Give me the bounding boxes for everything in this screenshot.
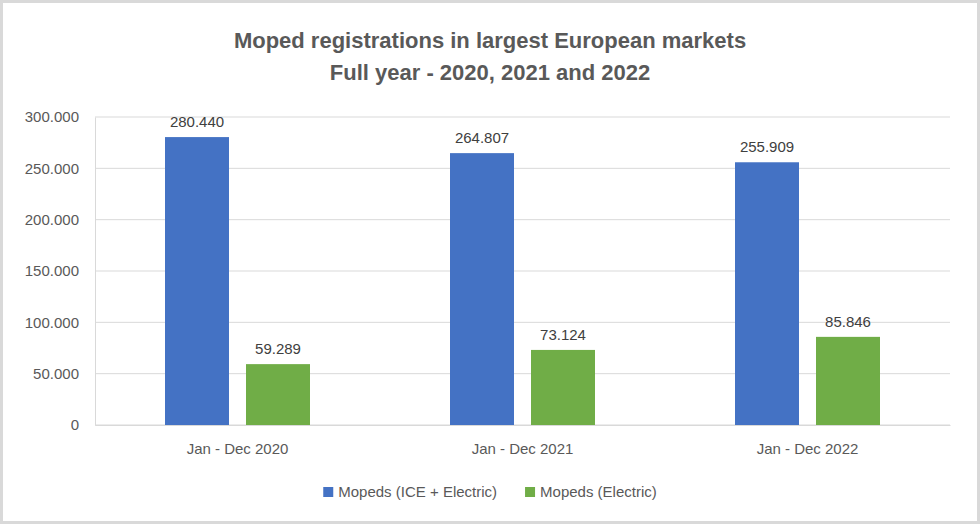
legend-label: Mopeds (Electric) <box>540 483 657 500</box>
data-labels: 280.440 264.807 255.909 59.289 73.124 85.846 <box>170 113 871 357</box>
data-label: 264.807 <box>455 129 509 146</box>
y-tick-label: 300.000 <box>25 108 79 125</box>
y-tick: 50.000 <box>33 365 95 382</box>
y-tick-label: 250.000 <box>25 160 79 177</box>
x-axis-line <box>96 425 951 426</box>
legend-item: Mopeds (Electric) <box>525 483 657 500</box>
bar <box>531 350 595 425</box>
y-axis: 0 50.000 100.000 150.000 200.000 250.000 300.0… <box>25 108 96 433</box>
x-tick-label: Jan - Dec 2022 <box>757 440 859 457</box>
y-tick-label: 100.000 <box>25 314 79 331</box>
y-tick-label: 200.000 <box>25 211 79 228</box>
y-tick: 100.000 <box>25 314 95 331</box>
y-tick-label: 150.000 <box>25 262 79 279</box>
x-tick-label: Jan - Dec 2021 <box>472 440 574 457</box>
bar <box>816 337 880 425</box>
bar <box>165 137 229 425</box>
chart: Moped registrations in largest European … <box>0 0 980 524</box>
grid <box>95 117 950 425</box>
legend-item: Mopeds (ICE + Electric) <box>323 483 497 500</box>
legend-swatch <box>525 487 535 497</box>
data-label: 73.124 <box>540 326 586 343</box>
title: Moped registrations in largest European … <box>234 28 746 53</box>
bars <box>165 137 880 425</box>
bar <box>450 153 514 425</box>
bar <box>246 364 310 425</box>
legend-label: Mopeds (ICE + Electric) <box>338 483 497 500</box>
y-axis-line <box>95 118 96 426</box>
x-axis: Jan - Dec 2020 Jan - Dec 2021 Jan - Dec 20… <box>96 425 951 457</box>
subtitle: Full year - 2020, 2021 and 2022 <box>330 60 650 85</box>
y-tick: 200.000 <box>25 211 95 228</box>
y-tick: 150.000 <box>25 262 95 279</box>
data-label: 255.909 <box>740 138 794 155</box>
y-tick: 0 <box>71 416 95 433</box>
y-tick: 250.000 <box>25 160 95 177</box>
data-label: 280.440 <box>170 113 224 130</box>
legend: Mopeds (ICE + Electric) Mopeds (Electric) <box>323 483 657 500</box>
x-tick-label: Jan - Dec 2020 <box>187 440 289 457</box>
bar <box>735 162 799 425</box>
chart-frame <box>2 2 979 523</box>
y-tick-label: 50.000 <box>33 365 79 382</box>
x-tick: Jan - Dec 2021 <box>472 425 574 457</box>
x-tick: Jan - Dec 2022 <box>757 425 859 457</box>
data-label: 85.846 <box>825 313 871 330</box>
legend-swatch <box>323 487 333 497</box>
y-tick-label: 0 <box>71 416 79 433</box>
data-label: 59.289 <box>255 340 301 357</box>
x-tick: Jan - Dec 2020 <box>187 425 289 457</box>
y-tick: 300.000 <box>25 108 95 125</box>
